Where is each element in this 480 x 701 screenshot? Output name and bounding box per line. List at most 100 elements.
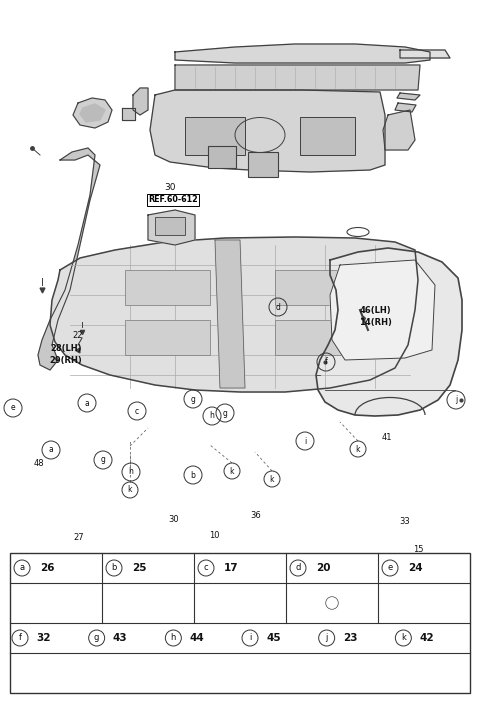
- Polygon shape: [50, 237, 418, 392]
- Circle shape: [51, 598, 61, 608]
- Circle shape: [46, 593, 66, 613]
- Text: d: d: [295, 564, 300, 573]
- Text: j: j: [325, 634, 328, 643]
- Circle shape: [342, 660, 368, 686]
- Text: 41: 41: [382, 433, 392, 442]
- Text: a: a: [84, 398, 89, 407]
- Text: g: g: [101, 456, 106, 465]
- Text: i: i: [304, 437, 306, 446]
- Polygon shape: [395, 103, 416, 112]
- Circle shape: [42, 589, 70, 617]
- Text: 8: 8: [412, 562, 418, 571]
- Text: 30: 30: [168, 515, 180, 524]
- Polygon shape: [400, 50, 450, 58]
- Text: k: k: [270, 475, 274, 484]
- Bar: [248, 152, 278, 177]
- Text: 43: 43: [113, 633, 127, 643]
- Text: b: b: [111, 564, 117, 573]
- Text: 42: 42: [420, 633, 434, 643]
- Polygon shape: [73, 98, 112, 128]
- Text: c: c: [135, 407, 139, 416]
- Polygon shape: [38, 148, 100, 370]
- Polygon shape: [330, 260, 435, 360]
- Text: 30: 30: [164, 184, 176, 193]
- Text: k: k: [128, 486, 132, 494]
- Text: 24: 24: [408, 563, 422, 573]
- Text: 25: 25: [132, 563, 146, 573]
- Polygon shape: [150, 90, 385, 172]
- Text: g: g: [191, 395, 195, 404]
- Bar: [155, 217, 185, 235]
- Text: k: k: [230, 466, 234, 475]
- Text: 33: 33: [400, 517, 410, 526]
- Polygon shape: [397, 93, 420, 100]
- Text: 32: 32: [36, 633, 50, 643]
- Text: c: c: [204, 564, 208, 573]
- Text: 45: 45: [266, 633, 281, 643]
- Polygon shape: [133, 88, 148, 115]
- Text: 46(LH): 46(LH): [359, 306, 391, 315]
- Polygon shape: [215, 240, 245, 388]
- Text: i: i: [249, 634, 251, 643]
- Text: h: h: [129, 468, 133, 477]
- Bar: [300, 117, 355, 155]
- Text: 14(RH): 14(RH): [359, 318, 391, 327]
- Text: 44: 44: [189, 633, 204, 643]
- Text: g: g: [223, 409, 228, 418]
- Text: k: k: [401, 634, 406, 643]
- Text: e: e: [387, 564, 393, 573]
- Circle shape: [36, 660, 61, 686]
- Text: 22: 22: [73, 330, 83, 339]
- Text: a: a: [19, 564, 24, 573]
- Text: 17: 17: [224, 563, 239, 573]
- Circle shape: [415, 594, 433, 612]
- Circle shape: [138, 593, 158, 613]
- Text: 28(LH): 28(LH): [50, 344, 82, 353]
- Circle shape: [134, 589, 162, 617]
- Bar: [185, 117, 245, 155]
- Text: REF.60-612: REF.60-612: [148, 196, 198, 205]
- Text: 36: 36: [251, 512, 262, 521]
- Polygon shape: [383, 110, 415, 150]
- Text: h: h: [210, 411, 215, 421]
- Circle shape: [420, 599, 429, 608]
- Circle shape: [41, 666, 56, 680]
- Circle shape: [347, 665, 363, 681]
- Circle shape: [318, 589, 346, 617]
- Bar: [125, 270, 210, 305]
- Circle shape: [411, 590, 437, 616]
- Text: 16: 16: [430, 646, 440, 655]
- Text: 15: 15: [413, 545, 423, 554]
- Text: f: f: [324, 358, 327, 367]
- Text: j: j: [455, 395, 457, 404]
- Text: 23: 23: [343, 633, 357, 643]
- Polygon shape: [80, 104, 105, 122]
- Text: d: d: [276, 303, 280, 311]
- Text: 21: 21: [30, 557, 40, 566]
- Circle shape: [323, 594, 341, 612]
- Text: 20: 20: [316, 563, 331, 573]
- Bar: [125, 320, 210, 355]
- Text: 48: 48: [34, 459, 44, 468]
- Text: g: g: [94, 634, 99, 643]
- Text: 35: 35: [139, 569, 149, 578]
- Text: e: e: [11, 404, 15, 412]
- Text: 6: 6: [260, 660, 266, 669]
- Text: 29(RH): 29(RH): [49, 357, 83, 365]
- Polygon shape: [122, 108, 135, 120]
- Bar: [208, 146, 236, 168]
- Polygon shape: [316, 248, 462, 416]
- Text: 27: 27: [74, 533, 84, 543]
- Text: f: f: [19, 634, 22, 643]
- Text: 34: 34: [140, 599, 150, 608]
- Circle shape: [143, 598, 153, 608]
- Text: 31: 31: [423, 592, 433, 601]
- Circle shape: [43, 667, 48, 672]
- Text: h: h: [171, 634, 176, 643]
- Bar: [275, 320, 360, 355]
- Polygon shape: [175, 44, 430, 63]
- Polygon shape: [148, 210, 195, 245]
- Text: 10: 10: [209, 531, 219, 540]
- Bar: [10, 553, 470, 693]
- Polygon shape: [175, 65, 420, 90]
